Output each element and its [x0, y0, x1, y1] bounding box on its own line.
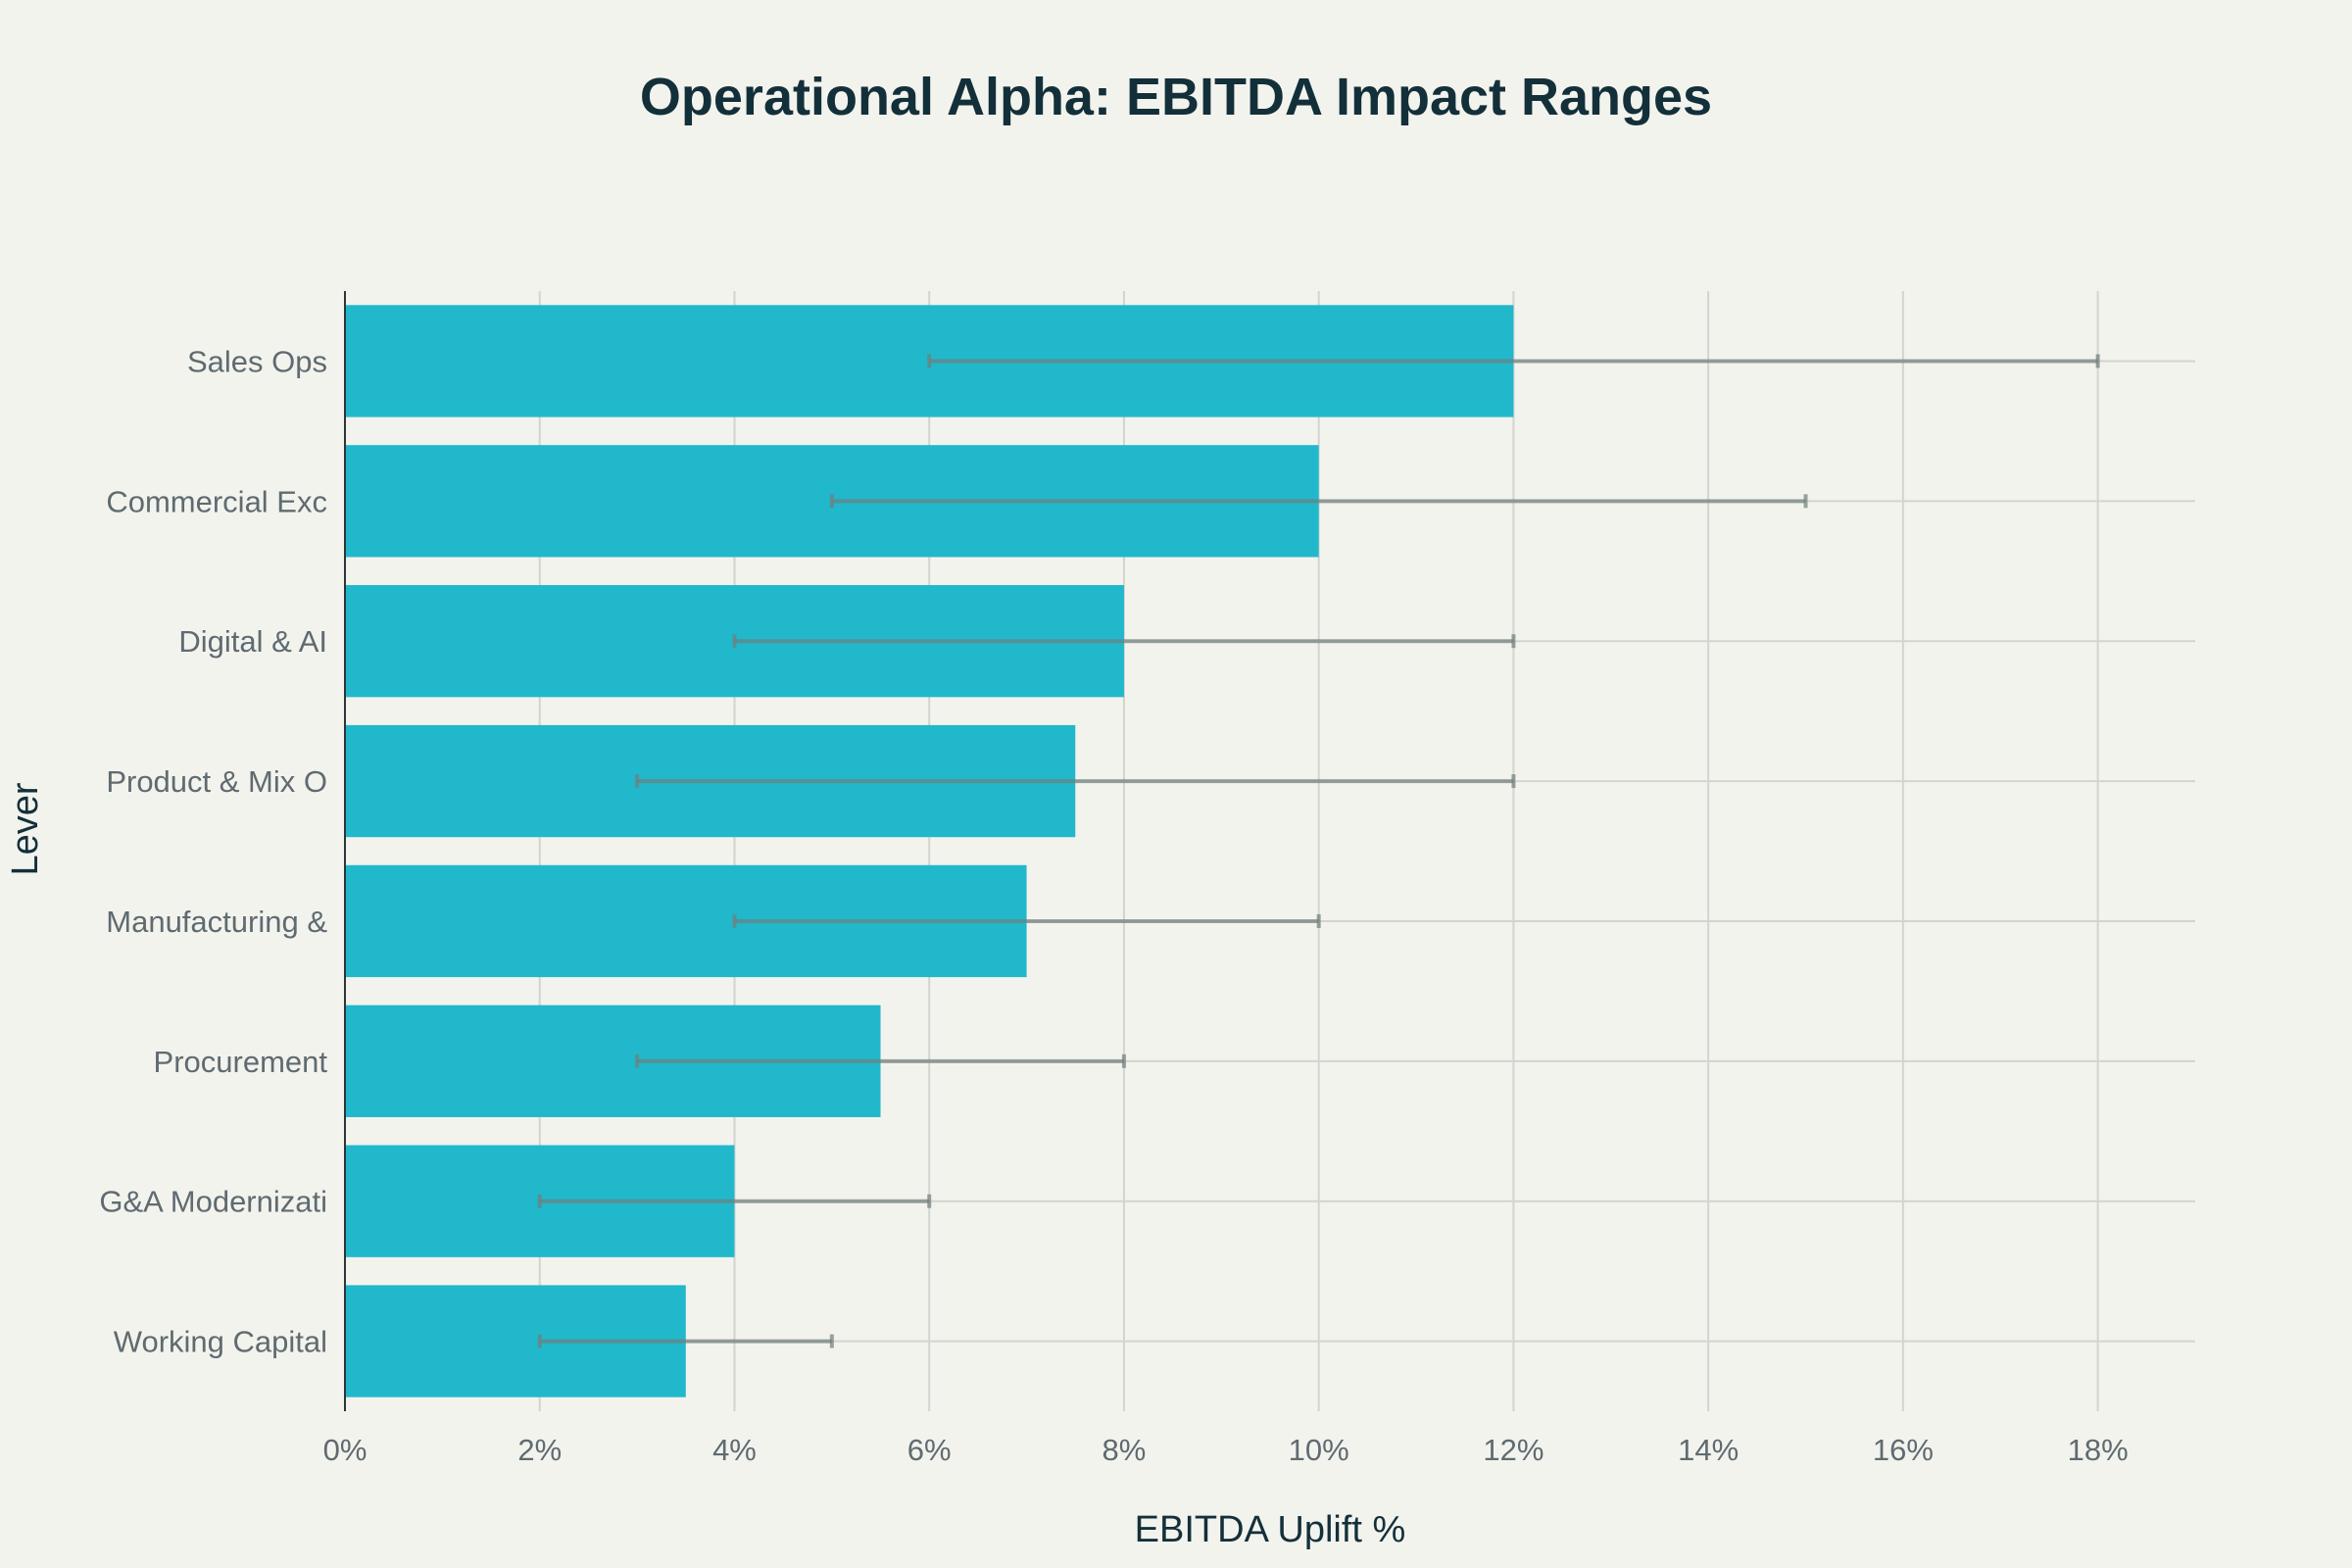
error-bar [732, 634, 1516, 649]
error-bar [927, 354, 2100, 368]
error-bar [635, 774, 1516, 789]
x-tick-label: 16% [1873, 1433, 1934, 1467]
y-tick-label: Product & Mix O [106, 764, 327, 799]
error-bars [537, 354, 2100, 1348]
y-tick-label: Commercial Exc [106, 484, 327, 518]
x-tick-label: 18% [2068, 1433, 2129, 1467]
x-axis-title: EBITDA Uplift % [1135, 1509, 1406, 1550]
x-tick-label: 6% [907, 1433, 952, 1467]
error-bar [537, 1194, 932, 1208]
y-tick-label: G&A Modernizati [99, 1185, 327, 1219]
chart-title: Operational Alpha: EBITDA Impact Ranges [640, 68, 1712, 126]
y-tick-label: Procurement [154, 1045, 328, 1079]
error-bar [537, 1334, 834, 1348]
y-tick-label: Digital & AI [178, 624, 327, 659]
y-tick-label: Sales Ops [187, 344, 327, 378]
error-bar [635, 1054, 1126, 1068]
x-tick-label: 4% [712, 1433, 757, 1467]
x-tick-label: 2% [517, 1433, 562, 1467]
x-tick-labels: 0% 2% 4% 6% 8% 10% 12% 14% 16% 18% [323, 1433, 2129, 1467]
x-tick-label: 8% [1102, 1433, 1147, 1467]
error-bar [829, 494, 1808, 509]
x-tick-label: 12% [1483, 1433, 1544, 1467]
x-tick-label: 0% [323, 1433, 368, 1467]
x-tick-label: 10% [1289, 1433, 1349, 1467]
y-tick-labels: Sales Ops Commercial Exc Digital & AI Produ… [99, 344, 327, 1358]
y-tick-label: Working Capital [114, 1325, 327, 1359]
y-axis-title: Lever [5, 782, 46, 875]
x-tick-label: 14% [1678, 1433, 1739, 1467]
error-bar [732, 913, 1321, 928]
y-tick-label: Manufacturing & [106, 905, 327, 939]
